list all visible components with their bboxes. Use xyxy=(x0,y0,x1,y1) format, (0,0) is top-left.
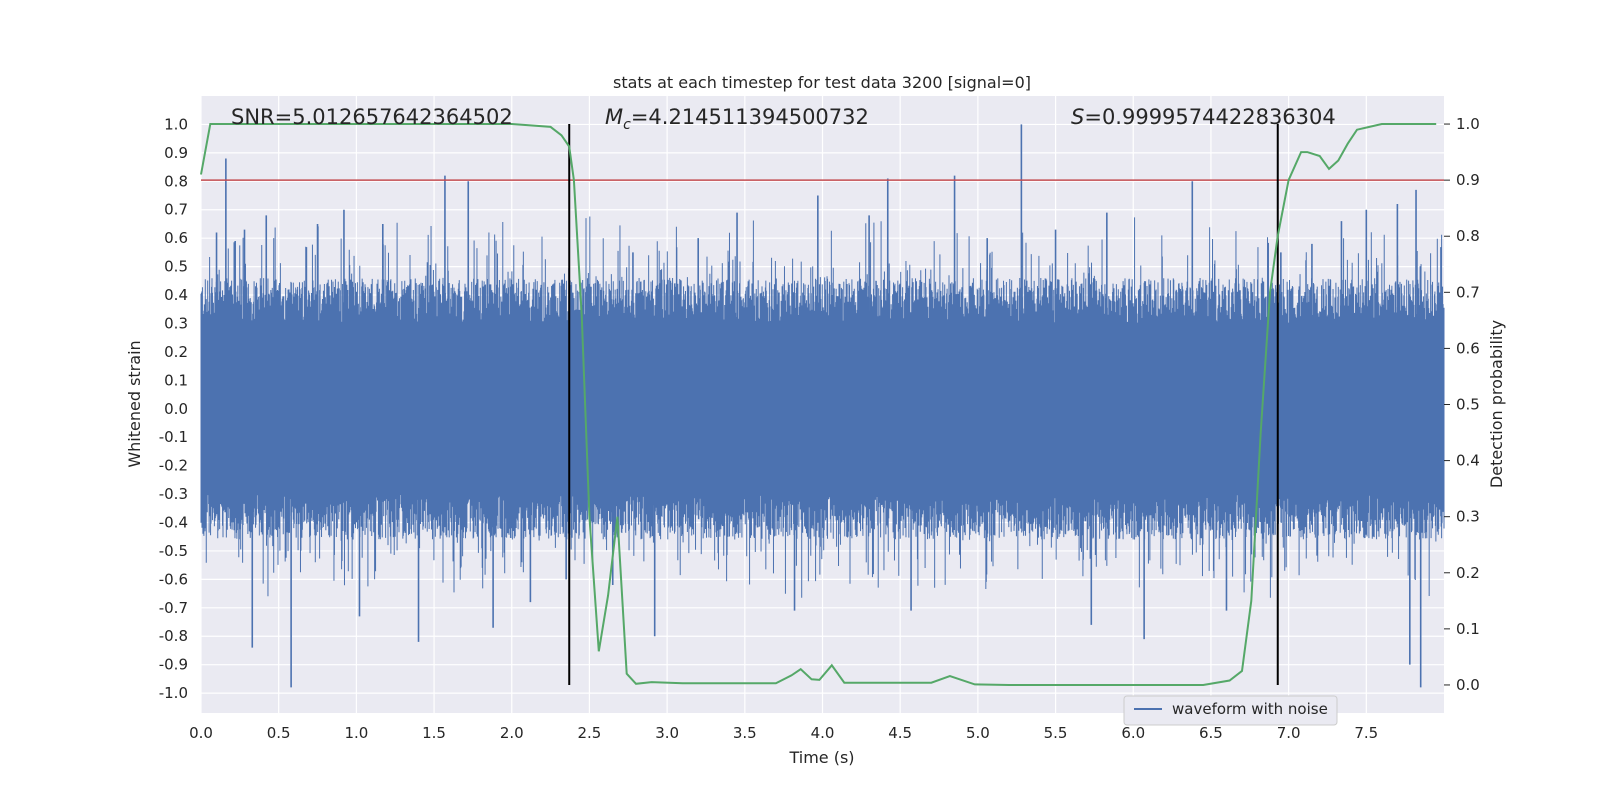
x-tick-label: 6.0 xyxy=(1121,724,1145,742)
left-y-tick-label: 0.6 xyxy=(164,229,188,247)
left-y-tick-label: 0.7 xyxy=(164,201,188,219)
right-y-tick-label: 0.4 xyxy=(1456,452,1480,470)
right-y-tick-label: 0.3 xyxy=(1456,508,1480,526)
left-y-tick-label: 0.9 xyxy=(164,144,188,162)
probability-series xyxy=(200,123,1437,686)
chirp-mass-annotation: Mc=4.214511394500732 xyxy=(605,105,869,133)
x-tick-label: 7.0 xyxy=(1277,724,1301,742)
x-tick-label: 5.0 xyxy=(966,724,990,742)
left-y-tick-label: 0.4 xyxy=(164,286,188,304)
left-y-tick-label: 0.0 xyxy=(164,400,188,418)
left-y-tick-label: -0.9 xyxy=(159,656,188,674)
waveform-series xyxy=(200,124,1445,688)
x-tick-label: 2.5 xyxy=(578,724,602,742)
x-tick-label: 1.0 xyxy=(344,724,368,742)
chart-title: stats at each timestep for test data 320… xyxy=(613,73,1031,92)
x-tick-label: 5.5 xyxy=(1044,724,1068,742)
right-y-tick-label: 1.0 xyxy=(1456,115,1480,133)
left-y-tick-label: -1.0 xyxy=(159,684,188,702)
left-y-tick-label: -0.5 xyxy=(159,542,188,560)
left-y-tick-label: -0.2 xyxy=(159,457,188,475)
x-tick-label: 2.0 xyxy=(500,724,524,742)
legend-label: waveform with noise xyxy=(1172,700,1328,718)
right-y-tick-label: 0.2 xyxy=(1456,564,1480,582)
left-y-tick-label: 0.1 xyxy=(164,371,188,389)
right-y-tick-label: 0.7 xyxy=(1456,283,1480,301)
x-axis-label: Time (s) xyxy=(788,748,854,767)
left-y-axis-ticks: 1.0 0.9 0.8 0.7 0.6 0.5 0.4 0.3 0.2 0.1 0.0 -0.1 -0.… xyxy=(159,115,188,702)
snr-annotation: SNR=5.012657642364502 xyxy=(231,105,513,129)
x-tick-label: 0.5 xyxy=(267,724,291,742)
left-y-tick-label: 1.0 xyxy=(164,115,188,133)
x-tick-label: 0.0 xyxy=(189,724,213,742)
s-annotation: S=0.9999574422836304 xyxy=(1071,105,1336,129)
probability-line xyxy=(200,123,1437,686)
x-tick-label: 1.5 xyxy=(422,724,446,742)
left-y-tick-label: -0.4 xyxy=(159,513,188,531)
right-y-tick-label: 0.0 xyxy=(1456,676,1480,694)
legend-box xyxy=(1123,695,1338,726)
chirp-mass-subscript: c xyxy=(623,117,631,133)
x-tick-label: 4.5 xyxy=(888,724,912,742)
right-y-tick-label: 0.8 xyxy=(1456,227,1480,245)
s-symbol: S xyxy=(1071,105,1084,129)
left-y-tick-label: -0.7 xyxy=(159,599,188,617)
s-value: =0.9999574422836304 xyxy=(1084,105,1335,129)
left-y-tick-label: -0.8 xyxy=(159,627,188,645)
x-tick-label: 3.5 xyxy=(733,724,757,742)
right-y-axis-ticks: 1.0 0.9 0.8 0.7 0.6 0.5 0.4 0.3 0.2 0.1 0.0 xyxy=(1444,115,1480,694)
left-y-tick-label: 0.8 xyxy=(164,172,188,190)
right-y-axis-label: Detection probability xyxy=(1487,320,1506,488)
x-tick-label: 4.0 xyxy=(811,724,835,742)
right-y-tick-label: 0.5 xyxy=(1456,396,1480,414)
left-y-tick-label: -0.1 xyxy=(159,428,188,446)
x-tick-label: 7.5 xyxy=(1354,724,1378,742)
right-y-tick-label: 0.6 xyxy=(1456,339,1480,357)
chirp-mass-symbol: M xyxy=(605,105,623,129)
waveform-noise-trace xyxy=(200,216,1445,598)
x-tick-label: 3.0 xyxy=(655,724,679,742)
right-y-tick-label: 0.1 xyxy=(1456,620,1480,638)
left-y-axis-label: Whitened strain xyxy=(125,340,144,467)
left-y-tick-label: 0.5 xyxy=(164,258,188,276)
overlay-lines xyxy=(201,124,1444,685)
left-y-tick-label: -0.6 xyxy=(159,570,188,588)
left-y-tick-label: -0.3 xyxy=(159,485,188,503)
left-y-tick-label: 0.2 xyxy=(164,343,188,361)
x-axis-ticks: 0.0 0.5 1.0 1.5 2.0 2.5 3.0 3.5 4.0 4.5 5.0 5.5 6.0 6… xyxy=(189,724,1378,742)
legend: waveform with noise xyxy=(1123,695,1338,726)
left-y-tick-label: 0.3 xyxy=(164,314,188,332)
chirp-mass-value: =4.214511394500732 xyxy=(631,105,869,129)
right-y-tick-label: 0.9 xyxy=(1456,171,1480,189)
x-tick-label: 6.5 xyxy=(1199,724,1223,742)
